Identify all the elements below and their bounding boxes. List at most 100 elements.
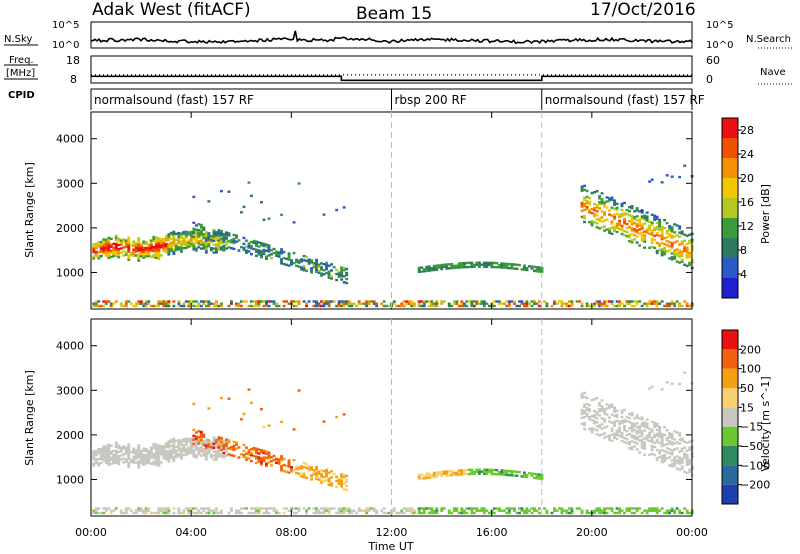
power-cell (172, 234, 176, 237)
power-cell (127, 240, 131, 243)
velocity-cell (625, 433, 629, 437)
velocity-cell (485, 509, 489, 512)
velocity-cell (605, 425, 609, 428)
power-cell (260, 256, 263, 259)
velocity-cell (558, 507, 561, 510)
velocity-cell (655, 458, 659, 462)
power-cell (270, 300, 273, 303)
power-cell (107, 238, 111, 242)
power-cell (102, 244, 106, 247)
power-cell (139, 252, 143, 256)
velocity-cell (172, 439, 176, 442)
power-cell (533, 302, 536, 305)
velocity-cell (97, 511, 101, 515)
power-cell (685, 252, 689, 255)
power-cell (315, 268, 318, 272)
velocity-cell (650, 430, 654, 433)
velocity-cell (227, 511, 231, 515)
velocity-cell (127, 463, 131, 466)
velocity-cell (124, 458, 128, 461)
power-cell (655, 304, 659, 308)
power-cell (177, 300, 181, 303)
velocity-cell (648, 439, 652, 442)
power-cell (620, 226, 624, 230)
power-cell (102, 252, 106, 255)
velocity-cell (630, 430, 634, 433)
power-cell (107, 256, 111, 260)
velocity-cell (583, 409, 586, 413)
power-cell (107, 244, 111, 248)
velocity-cell (104, 445, 108, 448)
power-cell (122, 238, 126, 241)
velocity-cell (678, 468, 682, 471)
power-cell (220, 304, 223, 308)
velocity-cell (500, 509, 504, 512)
velocity-cell (197, 436, 201, 439)
velocity-cell (164, 509, 168, 512)
power-cell (204, 247, 208, 250)
velocity-cell (680, 461, 684, 464)
power-cell (97, 243, 101, 246)
velocity-cell (202, 433, 206, 436)
velocity-cell (610, 439, 614, 442)
power-cell (633, 230, 637, 233)
velocity-cell (97, 464, 101, 467)
velocity-cell (618, 422, 621, 426)
velocity-cell (267, 461, 271, 464)
power-cell (300, 258, 303, 261)
power-cell (685, 304, 689, 308)
power-cell (307, 262, 311, 265)
power-cell (630, 205, 634, 208)
power-cell (688, 255, 692, 259)
power-cell (149, 247, 153, 250)
velocity-cell (322, 507, 326, 510)
velocity-cell (275, 459, 278, 462)
power-cell (462, 304, 466, 308)
velocity-cell (345, 488, 349, 492)
power-cell (302, 300, 306, 303)
velocity-cell (104, 447, 108, 450)
power-cell (169, 243, 173, 247)
power-cell (245, 245, 248, 248)
velocity-cell (673, 464, 677, 467)
power-cell (227, 232, 231, 235)
velocity-cell (179, 451, 183, 454)
power-cell (683, 249, 687, 252)
velocity-cell (375, 511, 379, 515)
velocity-cell (630, 448, 634, 451)
velocity-cell (212, 454, 216, 457)
velocity-cell (262, 507, 266, 510)
velocity-cell (187, 446, 191, 449)
velocity-cell (194, 431, 198, 434)
velocity-cell (497, 471, 501, 474)
power-cell (262, 252, 266, 256)
velocity-cell (680, 439, 684, 442)
velocity-cell (638, 425, 642, 428)
power-cell (154, 240, 158, 243)
power-cell (340, 304, 344, 308)
velocity-cell (137, 452, 141, 455)
velocity-cell (164, 511, 168, 515)
velocity-cell (670, 451, 674, 454)
velocity-cell (159, 509, 163, 512)
power-cell (285, 300, 288, 303)
velocity-cell (235, 509, 238, 512)
velocity-cell (440, 470, 444, 474)
power-cell (450, 264, 454, 268)
velocity-cell (117, 454, 121, 458)
power-cell (633, 218, 637, 221)
velocity-cell (215, 511, 218, 515)
velocity-cell (189, 447, 193, 451)
velocity-cell (337, 478, 341, 481)
velocity-cell (598, 402, 601, 405)
power-cell (340, 278, 344, 281)
power-cell (117, 251, 121, 255)
velocity-cell (593, 420, 596, 423)
velocity-cell (595, 421, 599, 424)
velocity-cell (104, 453, 108, 456)
power-cell (317, 271, 321, 274)
power-cell (172, 250, 176, 253)
velocity-cell (149, 450, 153, 453)
x-tick-label: 12:00 (376, 526, 408, 539)
power-cell (400, 302, 404, 305)
